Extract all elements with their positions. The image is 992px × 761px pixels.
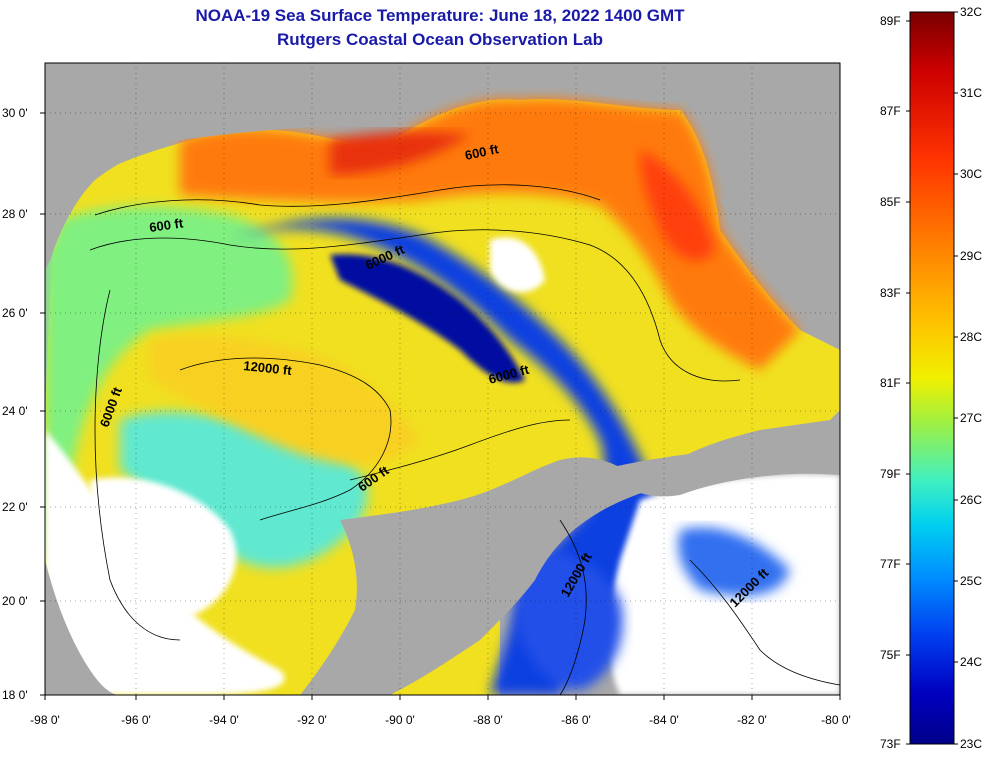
contour-label: 12000 ft [243,358,293,378]
cloud-cover-bay-of-campeche [90,477,237,620]
contour-6000ft-north [89,229,741,382]
colorbar-f-label: 89F [880,14,901,28]
contour-6000ft-west [94,289,181,641]
contour-600ft-yucatan [349,419,571,481]
cloud-cover-central [490,237,545,293]
yucatan-peninsula [300,457,650,695]
lon-tick-label: -92 0' [297,713,327,727]
ticks [40,112,841,700]
colorbar-f-label: 83F [880,286,901,300]
lon-tick-label: -80 0' [821,713,851,727]
lat-tick-label: 26 0' [2,306,28,320]
colorbar-gradient [909,11,955,745]
yellow-water-central [150,336,420,464]
colorbar-f-label: 81F [880,376,901,390]
colorbar-f-label: 73F [880,737,901,751]
lon-tick-label: -98 0' [30,713,60,727]
lon-tick-label: -82 0' [737,713,767,727]
colorbar-c-label: 31C [960,86,982,100]
colorbar-c-label: 26C [960,493,982,507]
colorbar-f-label: 87F [880,104,901,118]
colorbar-c-label: 29C [960,249,982,263]
lat-tick-label: 22 0' [2,500,28,514]
temperature-colorbar: 89F 87F 85F 83F 81F 79F 77F 75F 73F 32C … [880,5,982,751]
colorbar-c-label: 30C [960,167,982,181]
cuba [600,440,840,497]
colorbar-f-label: 77F [880,557,901,571]
lat-tick-label: 28 0' [2,207,28,221]
lon-tick-label: -94 0' [209,713,239,727]
contour-12000ft-caribbean [689,559,840,686]
colorbar-c-label: 32C [960,5,982,19]
contour-600ft-north [94,184,601,216]
lon-tick-label: -90 0' [385,713,415,727]
lon-tick-label: -84 0' [649,713,679,727]
lat-tick-label: 18 0' [2,688,28,702]
map-title: NOAA-19 Sea Surface Temperature: June 18… [195,6,685,25]
blue-water-yucatan-channel [515,552,623,690]
colorbar-c-label: 27C [960,411,982,425]
green-water-west [45,206,293,560]
map-subtitle: Rutgers Coastal Ocean Observation Lab [277,30,603,49]
colorbar-c-label: 28C [960,330,982,344]
contour-label: 600 ft [148,215,184,235]
loop-current-core [330,254,525,383]
colorbar-c-label: 23C [960,737,982,751]
colorbar-f-label: 79F [880,467,901,481]
colorbar-f-label: 75F [880,648,901,662]
cloud-cover-southwest [45,430,285,695]
contour-label: 600 ft [464,141,501,163]
florida-peninsula [720,178,840,345]
us-gulf-coast [45,63,840,270]
lat-tick-label: 20 0' [2,594,28,608]
mexico-southwest-coast [45,560,120,695]
contour-12000ft-channel [559,519,587,695]
lon-tick-label: -96 0' [121,713,151,727]
blue-water-caribbean [678,527,790,596]
colorbar-f-label: 85F [880,195,901,209]
colorbar-c-label: 24C [960,655,982,669]
graticule [45,63,840,695]
lat-tick-label: 24 0' [2,404,28,418]
lon-tick-label: -86 0' [561,713,591,727]
lat-tick-label: 30 0' [2,106,28,120]
contour-12000ft [179,357,392,521]
hot-water-fl-shelf [640,150,715,261]
colorbar-c-label: 25C [960,574,982,588]
gulf-of-mexico: 600 ft 600 ft 6000 ft 12000 ft 6000 ft 6… [45,63,840,695]
lon-tick-label: -88 0' [473,713,503,727]
